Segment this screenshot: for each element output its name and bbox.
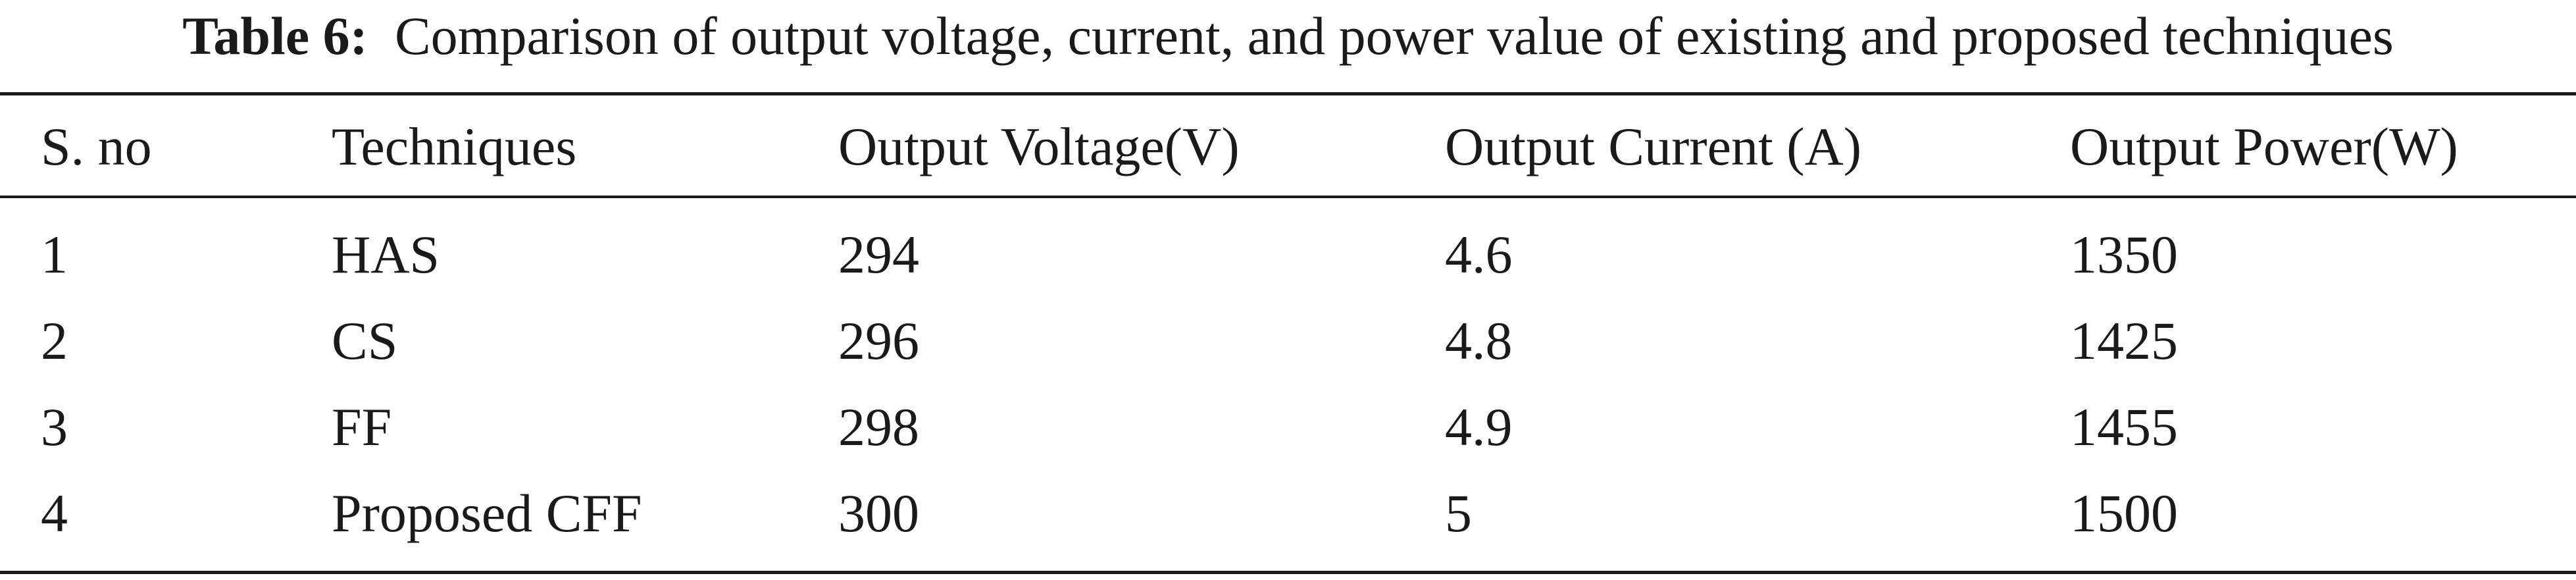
- table-row: 4 Proposed CFF 300 5 1500: [0, 471, 2576, 556]
- cell-power: 1500: [2070, 483, 2178, 543]
- table-row: 3 FF 298 4.9 1455: [0, 384, 2576, 470]
- table-caption-text: Comparison of output voltage, current, a…: [394, 6, 2394, 66]
- cell-sno: 1: [41, 224, 68, 284]
- table-header-row: S. no Techniques Output Voltage(V) Outpu…: [0, 104, 2576, 190]
- cell-sno: 2: [41, 311, 68, 371]
- cell-voltage: 298: [838, 397, 919, 457]
- cell-current: 4.9: [1445, 397, 1513, 457]
- cell-power: 1350: [2070, 224, 2178, 284]
- cell-technique: CS: [332, 311, 398, 371]
- cell-current: 5: [1445, 483, 1472, 543]
- table-top-rule: [0, 92, 2576, 95]
- cell-power: 1455: [2070, 397, 2178, 457]
- table-row: 1 HAS 294 4.6 1350: [0, 212, 2576, 298]
- header-sno: S. no: [41, 117, 152, 176]
- cell-sno: 3: [41, 397, 68, 457]
- cell-voltage: 300: [838, 483, 919, 543]
- cell-power: 1425: [2070, 311, 2178, 371]
- header-output-voltage: Output Voltage(V): [838, 117, 1240, 176]
- header-output-current: Output Current (A): [1445, 117, 1862, 176]
- header-output-power: Output Power(W): [2070, 117, 2458, 176]
- cell-current: 4.6: [1445, 224, 1513, 284]
- table-bottom-rule: [0, 571, 2576, 574]
- table-row: 2 CS 296 4.8 1425: [0, 298, 2576, 384]
- cell-voltage: 296: [838, 311, 919, 371]
- table-header-rule: [0, 196, 2576, 198]
- cell-technique: Proposed CFF: [332, 483, 642, 543]
- cell-current: 4.8: [1445, 311, 1513, 371]
- cell-voltage: 294: [838, 224, 919, 284]
- header-techniques: Techniques: [332, 117, 577, 176]
- table-caption: Table 6: Comparison of output voltage, c…: [0, 0, 2576, 82]
- table-caption-label: Table 6:: [182, 6, 368, 66]
- cell-technique: FF: [332, 397, 392, 457]
- cell-technique: HAS: [332, 224, 440, 284]
- cell-sno: 4: [41, 483, 68, 543]
